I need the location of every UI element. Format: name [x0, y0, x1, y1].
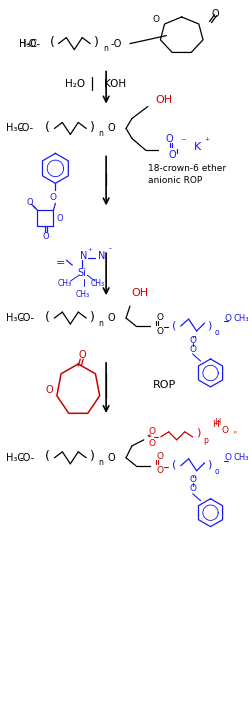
- Text: (: (: [171, 320, 175, 330]
- Text: O: O: [56, 214, 62, 223]
- Text: O: O: [221, 426, 228, 435]
- Text: (: (: [45, 450, 50, 463]
- Text: ⁺: ⁺: [203, 137, 208, 147]
- Text: OH: OH: [131, 288, 148, 298]
- Text: H: H: [213, 418, 220, 428]
- Text: ): ): [196, 428, 200, 438]
- Text: O: O: [211, 8, 218, 18]
- Text: O: O: [224, 453, 231, 462]
- Text: ⁻: ⁻: [107, 246, 112, 256]
- Text: p: p: [202, 436, 207, 445]
- Text: n: n: [103, 44, 108, 53]
- Text: K: K: [193, 142, 200, 152]
- Text: O: O: [156, 452, 163, 462]
- Text: O: O: [156, 467, 163, 475]
- Text: CH₃: CH₃: [233, 314, 248, 323]
- Text: (: (: [171, 459, 175, 470]
- Text: H: H: [211, 421, 218, 429]
- Text: ): ): [89, 450, 94, 463]
- Text: O: O: [188, 345, 195, 353]
- Text: (: (: [45, 121, 50, 134]
- Text: o: o: [213, 328, 218, 336]
- Text: ): ): [89, 311, 94, 324]
- Text: ): ): [207, 459, 211, 470]
- Text: O: O: [188, 475, 195, 484]
- Text: O: O: [107, 123, 114, 133]
- Text: CH₃: CH₃: [75, 290, 89, 299]
- Text: ⁺: ⁺: [87, 246, 92, 256]
- Text: O: O: [107, 453, 114, 463]
- Text: KOH: KOH: [104, 79, 126, 88]
- Text: CH₃: CH₃: [91, 279, 105, 287]
- Text: N: N: [79, 251, 87, 261]
- Text: -O-: -O-: [26, 39, 41, 49]
- Text: O: O: [148, 428, 155, 436]
- Text: H: H: [19, 39, 26, 49]
- Text: O: O: [26, 198, 33, 207]
- Text: O: O: [148, 440, 155, 448]
- Text: ): ): [93, 36, 98, 49]
- Text: O: O: [188, 336, 195, 345]
- Text: -O-: -O-: [19, 123, 34, 133]
- Text: O: O: [107, 313, 114, 323]
- Text: O: O: [50, 193, 57, 202]
- Text: -O: -O: [110, 39, 121, 49]
- Text: ): ): [89, 121, 94, 134]
- Text: o: o: [213, 467, 218, 476]
- Text: O: O: [78, 350, 86, 360]
- Text: H₃C: H₃C: [6, 123, 24, 133]
- Text: 18-crown-6 ether: 18-crown-6 ether: [147, 164, 225, 173]
- Text: O: O: [224, 314, 231, 323]
- Text: CH₃: CH₃: [57, 279, 71, 287]
- Text: H₂O: H₂O: [65, 79, 85, 88]
- Text: OH: OH: [155, 96, 172, 105]
- Text: ROP: ROP: [152, 380, 176, 390]
- Text: O: O: [168, 150, 176, 161]
- Text: N: N: [98, 251, 105, 261]
- Text: H₃C: H₃C: [6, 453, 24, 463]
- Text: O: O: [165, 135, 173, 144]
- Text: ₚ: ₚ: [233, 428, 236, 434]
- Text: ⁻: ⁻: [179, 137, 185, 147]
- Text: -O-: -O-: [20, 313, 35, 323]
- Text: O: O: [156, 312, 163, 321]
- Text: n: n: [98, 129, 103, 138]
- Text: (: (: [45, 311, 50, 324]
- Text: H₃C: H₃C: [6, 313, 24, 323]
- Text: O: O: [152, 15, 159, 24]
- Text: CH₃: CH₃: [233, 453, 248, 462]
- Text: O: O: [188, 484, 195, 493]
- Text: Si: Si: [78, 268, 86, 278]
- Text: =: =: [55, 258, 65, 268]
- Text: O: O: [156, 326, 163, 336]
- Text: O: O: [45, 385, 53, 395]
- Text: n: n: [98, 319, 103, 328]
- Text: (: (: [50, 36, 55, 49]
- Text: -O-: -O-: [20, 453, 35, 463]
- Text: O: O: [42, 232, 49, 241]
- Text: H₃C: H₃C: [19, 39, 37, 49]
- Text: n: n: [98, 458, 103, 467]
- Text: ): ): [207, 320, 211, 330]
- Text: anionic ROP: anionic ROP: [147, 176, 201, 185]
